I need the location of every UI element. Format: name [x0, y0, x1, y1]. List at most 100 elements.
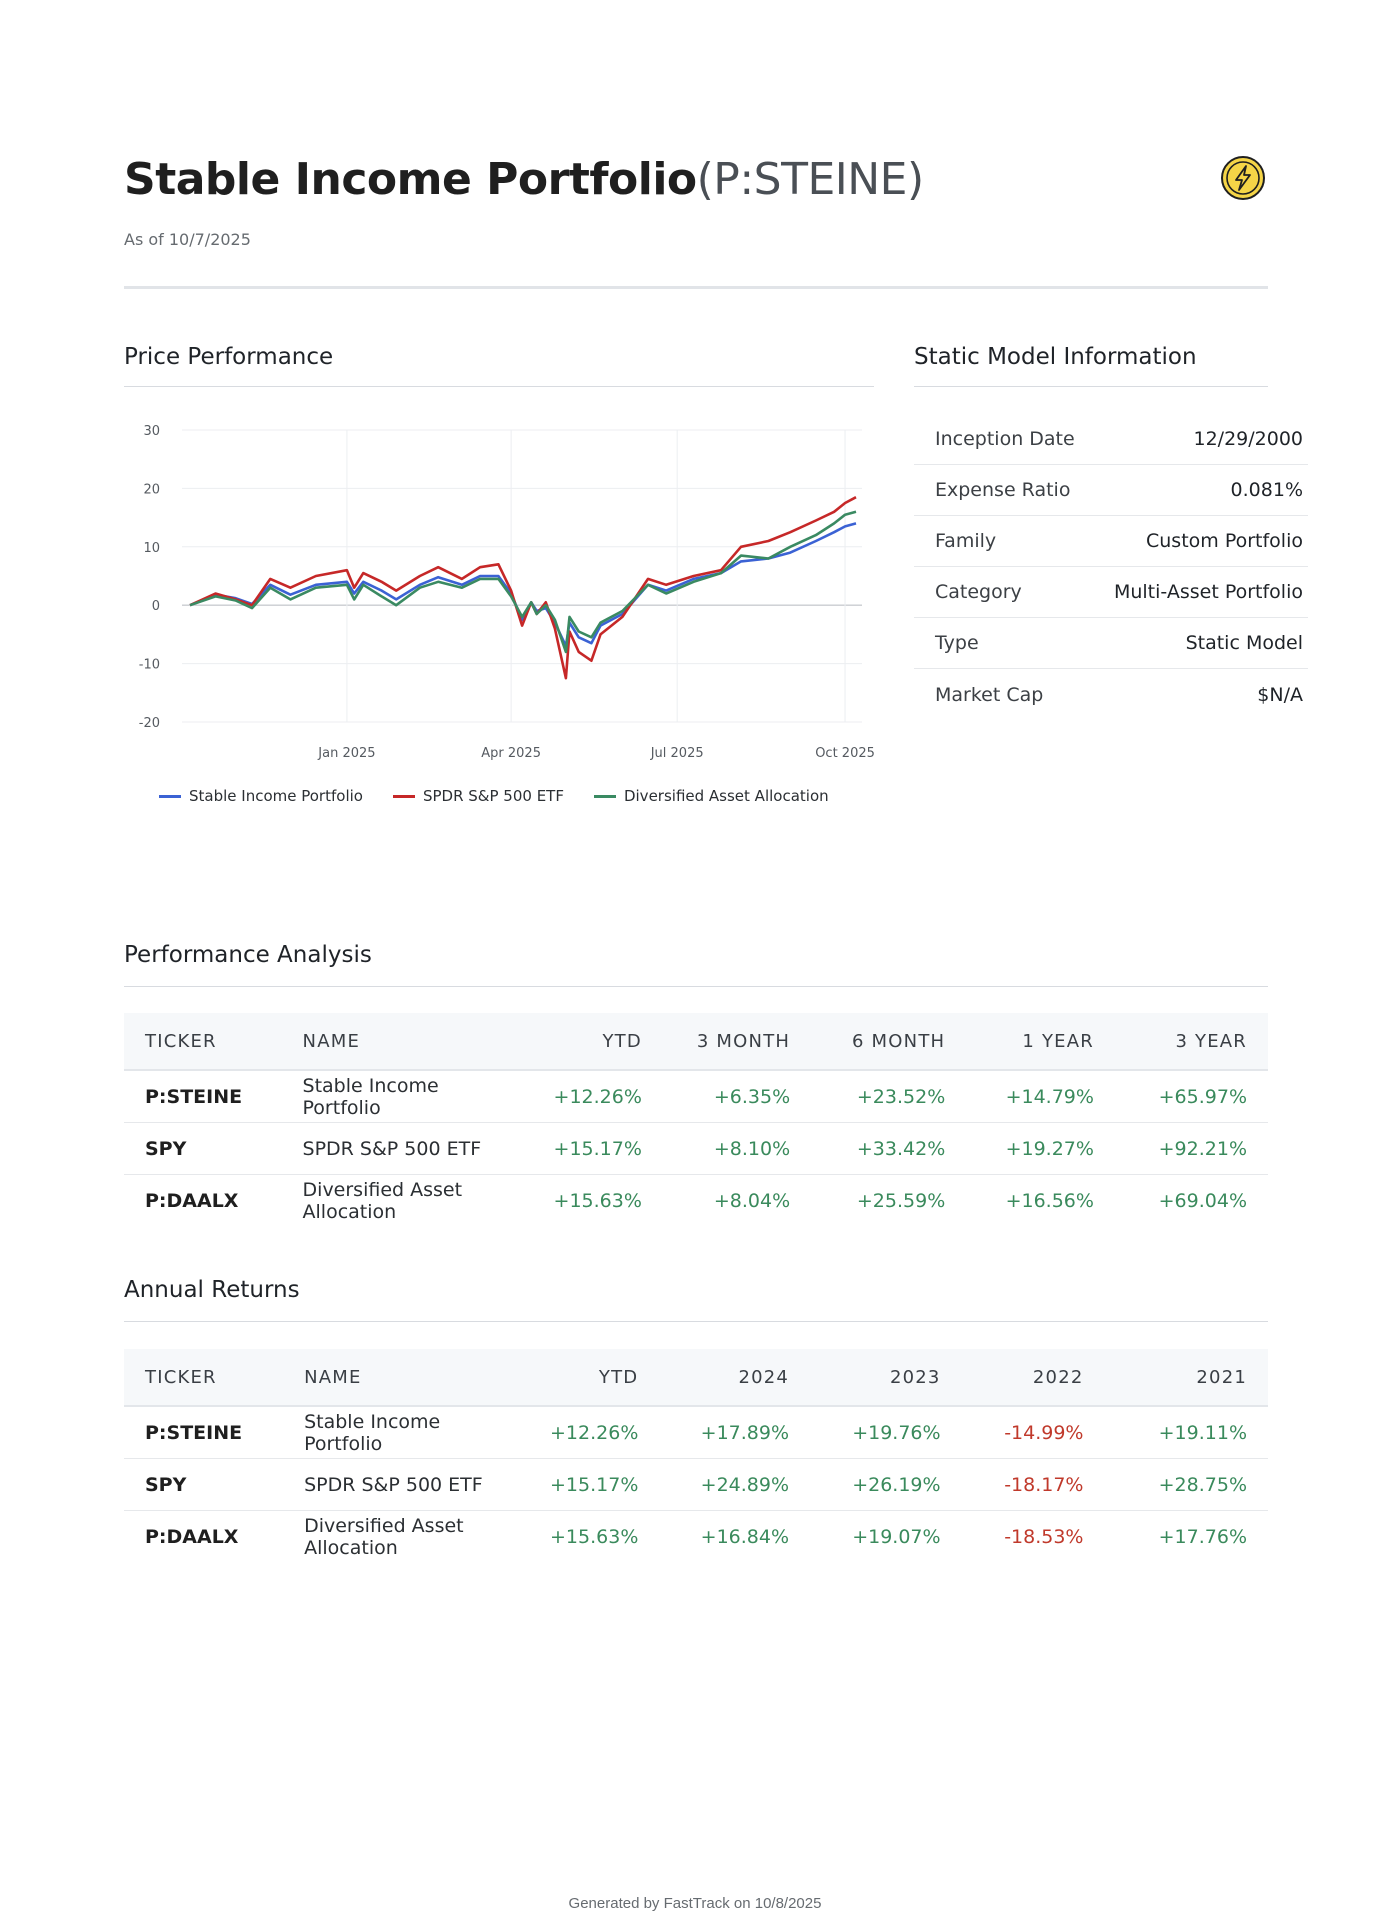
column-header: 2023	[810, 1349, 962, 1407]
legend-label: Diversified Asset Allocation	[623, 787, 829, 805]
price-performance-chart: 30 20 10 0 -10 -20 Jan 2025 Apr 2025 Jul 2025 Oct…	[124, 405, 874, 825]
annual-returns-table: TICKER NAME YTD 2024 2023 2022 2021 P:STEINE St…	[124, 1349, 1268, 1562]
table-row: P:DAALX Diversified Asset Allocation +15.6…	[124, 1511, 1268, 1563]
table-row: P:DAALX Diversified Asset Allocation +15.6…	[124, 1175, 1268, 1227]
return-cell: +12.26%	[519, 1406, 660, 1459]
static-info-heading: Static Model Information	[914, 344, 1197, 370]
column-header: 2021	[1104, 1349, 1268, 1407]
info-row: Category Multi-Asset Portfolio	[914, 567, 1308, 618]
info-value: Multi-Asset Portfolio	[1113, 581, 1303, 603]
header-divider	[124, 286, 1268, 289]
return-cell: +26.19%	[810, 1458, 962, 1511]
column-header: TICKER	[124, 1349, 284, 1407]
info-label: Family	[935, 530, 997, 552]
table-header-row: TICKER NAME YTD 2024 2023 2022 2021	[124, 1349, 1268, 1407]
x-tick-label: Oct 2025	[815, 746, 874, 761]
chart-series	[189, 496, 857, 680]
column-header: 6 MONTH	[811, 1013, 967, 1071]
return-cell: +15.17%	[510, 1122, 663, 1175]
info-value: $N/A	[1257, 683, 1303, 706]
page-title: Stable Income Portfolio(P:STEINE)	[124, 154, 924, 205]
info-label: Inception Date	[935, 428, 1075, 450]
y-tick-label: 10	[143, 541, 160, 556]
table-row: SPY SPDR S&P 500 ETF +15.17% +8.10% +33.42% +…	[124, 1122, 1268, 1175]
column-header: 3 YEAR	[1114, 1013, 1268, 1071]
ticker-cell: P:DAALX	[145, 1525, 239, 1548]
chart-axes: 30 20 10 0 -10 -20 Jan 2025 Apr 2025 Jul 2025 Oct…	[139, 424, 874, 761]
table-header-row: TICKER NAME YTD 3 MONTH 6 MONTH 1 YEAR 3 YEAR	[124, 1013, 1268, 1071]
return-cell: +17.76%	[1158, 1525, 1247, 1548]
x-tick-label: Jul 2025	[650, 746, 704, 761]
legend-item: Diversified Asset Allocation	[593, 787, 829, 805]
info-value: 0.081%	[1230, 479, 1303, 501]
static-info-list: Inception Date 12/29/2000 Expense Ratio 0.0…	[914, 414, 1308, 720]
return-cell: +8.10%	[662, 1122, 812, 1175]
series-line-0	[189, 522, 857, 648]
column-header: 1 YEAR	[966, 1013, 1115, 1071]
column-header: NAME	[281, 1013, 511, 1071]
return-cell: +23.52%	[811, 1070, 967, 1123]
return-cell: +14.79%	[966, 1070, 1115, 1123]
performance-heading: Performance Analysis	[124, 942, 372, 968]
column-header: YTD	[519, 1349, 660, 1407]
table-row: P:STEINE Stable Income Portfolio +12.26% +6…	[124, 1070, 1268, 1123]
legend-swatch	[392, 794, 415, 798]
y-tick-label: -20	[139, 716, 160, 731]
name-cell: SPDR S&P 500 ETF	[281, 1122, 511, 1175]
as-of-date: As of 10/7/2025	[124, 230, 251, 249]
info-label: Category	[935, 581, 1022, 603]
return-cell: +17.89%	[659, 1406, 811, 1459]
info-label: Market Cap	[935, 683, 1044, 706]
return-cell: +92.21%	[1114, 1122, 1268, 1175]
series-line-1	[189, 496, 857, 680]
name-cell: Stable Income Portfolio	[283, 1406, 520, 1459]
ticker-cell: P:STEINE	[124, 1406, 284, 1459]
chart-grid	[182, 429, 862, 723]
return-cell: +15.63%	[550, 1525, 639, 1548]
table-row: SPY SPDR S&P 500 ETF +15.17% +24.89% +26.19%…	[124, 1458, 1268, 1511]
info-row: Family Custom Portfolio	[914, 516, 1308, 567]
column-header: TICKER	[124, 1013, 282, 1071]
lightning-bolt-icon	[1221, 156, 1265, 200]
info-value: Static Model	[1185, 632, 1303, 654]
column-header: YTD	[510, 1013, 663, 1071]
annual-returns-heading: Annual Returns	[124, 1277, 300, 1303]
y-tick-label: 30	[143, 424, 160, 439]
info-value: 12/29/2000	[1193, 428, 1303, 450]
table-row: P:STEINE Stable Income Portfolio +12.26% +1…	[124, 1406, 1268, 1459]
return-cell: +33.42%	[811, 1122, 967, 1175]
return-cell: +19.07%	[852, 1525, 941, 1548]
price-performance-divider	[124, 386, 874, 387]
return-cell: +19.11%	[1104, 1406, 1268, 1459]
info-value: Custom Portfolio	[1146, 530, 1303, 552]
info-row: Type Static Model	[914, 618, 1308, 669]
column-header: 2022	[961, 1349, 1105, 1407]
price-performance-heading: Price Performance	[124, 344, 334, 370]
footer-text: Generated by FastTrack on 10/8/2025	[568, 1895, 822, 1912]
series-line-2	[189, 510, 857, 654]
name-cell: Stable Income Portfolio	[281, 1070, 511, 1123]
legend-item: SPDR S&P 500 ETF	[392, 787, 564, 805]
legend-label: Stable Income Portfolio	[189, 787, 363, 805]
chart-canvas: 30 20 10 0 -10 -20 Jan 2025 Apr 2025 Jul 2025 Oct…	[139, 424, 874, 761]
name-cell: Diversified Asset Allocation	[304, 1514, 464, 1559]
portfolio-ticker: (P:STEINE)	[696, 154, 925, 205]
return-cell: +28.75%	[1104, 1458, 1268, 1511]
x-tick-label: Jan 2025	[317, 746, 375, 761]
y-tick-label: 20	[143, 482, 160, 497]
report-header: Stable Income Portfolio(P:STEINE) As of …	[124, 150, 1268, 290]
return-cell: +19.27%	[966, 1122, 1115, 1175]
legend-swatch	[159, 794, 181, 798]
info-label: Expense Ratio	[935, 479, 1071, 501]
name-cell: Diversified Asset Allocation	[302, 1178, 463, 1223]
column-header: NAME	[283, 1349, 520, 1407]
return-cell: +15.17%	[519, 1458, 660, 1511]
return-cell: +16.84%	[700, 1525, 790, 1548]
legend-swatch	[593, 794, 616, 798]
return-cell: -18.17%	[961, 1458, 1105, 1511]
info-row: Expense Ratio 0.081%	[914, 465, 1308, 516]
return-cell: +6.35%	[662, 1070, 812, 1123]
return-cell: +25.59%	[856, 1189, 946, 1212]
return-cell: +12.26%	[510, 1070, 663, 1123]
legend-label: SPDR S&P 500 ETF	[422, 787, 564, 805]
